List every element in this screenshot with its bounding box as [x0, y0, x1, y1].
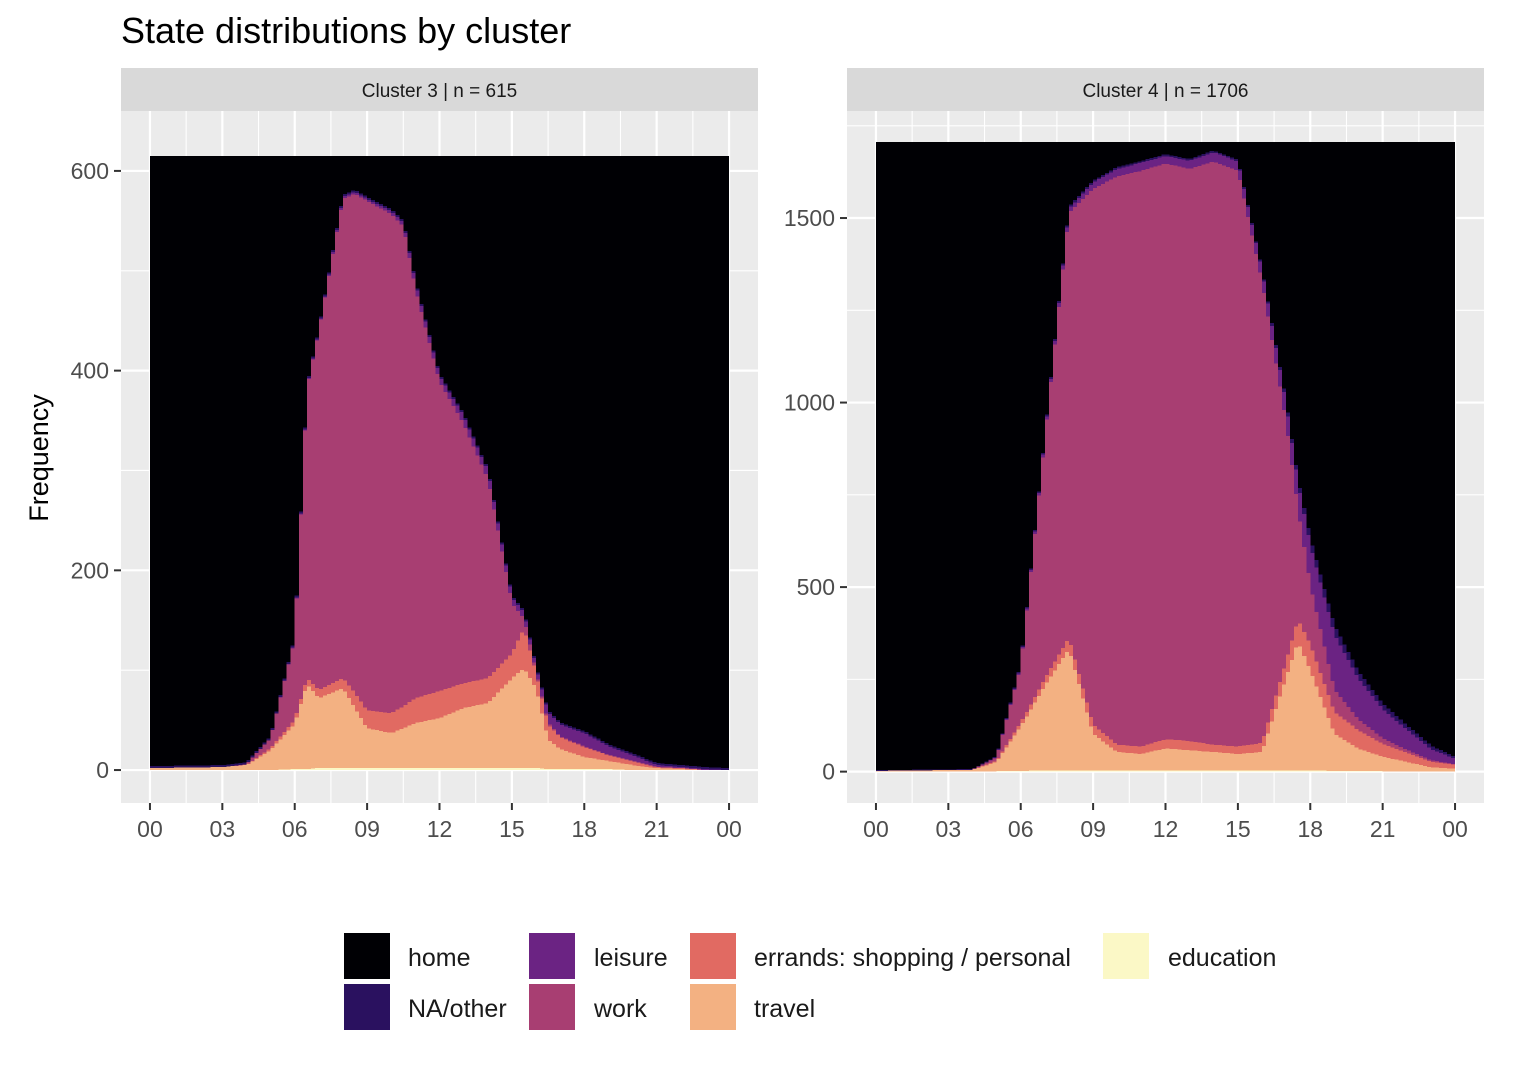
legend-label: home	[408, 944, 471, 972]
x-tick-label: 06	[1008, 816, 1034, 842]
y-tick-label: 1000	[784, 390, 835, 416]
legend-label: education	[1168, 944, 1276, 972]
x-tick-label: 12	[427, 816, 453, 842]
legend-item-work: work	[527, 982, 647, 1032]
area-home	[149, 155, 730, 768]
legend-swatch	[342, 931, 392, 981]
y-tick-label: 500	[797, 574, 835, 600]
area-work	[875, 162, 1456, 771]
x-tick-label: 09	[354, 816, 380, 842]
x-tick-label: 12	[1153, 816, 1179, 842]
chart-title: State distributions by cluster	[121, 10, 571, 51]
legend-label: work	[593, 995, 647, 1023]
facet-strip-label: Cluster 4 | n = 1706	[1082, 81, 1248, 102]
legend: home NA/other leisure work errands: shopping…	[342, 931, 1276, 1032]
x-tick-label: 15	[1225, 816, 1251, 842]
y-tick-label: 400	[71, 358, 109, 384]
panels-layer: Cluster 3 | n = 615 0 200 400 600 00 03 06 09 12 1…	[71, 68, 1484, 842]
legend-label: errands: shopping / personal	[754, 944, 1071, 972]
legend-item-leisure: leisure	[527, 931, 668, 981]
y-tick-label: 1500	[784, 205, 835, 231]
y-tick-label: 0	[96, 757, 109, 783]
y-axis-label: Frequency	[24, 394, 54, 522]
legend-swatch	[1101, 931, 1151, 981]
facet-strip-label: Cluster 3 | n = 615	[362, 81, 517, 102]
x-axis: 00 03 06 09 12 15 18 21 00	[137, 803, 742, 842]
x-tick-label: 00	[863, 816, 889, 842]
x-tick-label: 18	[1297, 816, 1323, 842]
legend-item-na-other: NA/other	[342, 982, 507, 1032]
panel-1: Cluster 3 | n = 615 0 200 400 600 00 03 06 09 12 1…	[71, 68, 758, 842]
area-errands-shopping-personal	[149, 632, 730, 771]
area-travel	[875, 646, 1456, 772]
legend-label: travel	[754, 995, 815, 1023]
legend-swatch	[688, 931, 738, 981]
legend-item-home: home	[342, 931, 471, 981]
area-education	[149, 768, 730, 771]
legend-swatch	[527, 982, 577, 1032]
x-tick-label: 15	[499, 816, 525, 842]
facet-strip	[121, 68, 758, 111]
legend-item-travel: travel	[688, 982, 815, 1032]
x-tick-label: 21	[1370, 816, 1396, 842]
area-travel	[149, 669, 730, 771]
area-work	[149, 194, 730, 771]
legend-item-errands-shopping-personal: errands: shopping / personal	[688, 931, 1071, 981]
x-tick-label: 03	[210, 816, 236, 842]
y-tick-label: 0	[822, 759, 835, 785]
x-tick-label: 00	[137, 816, 163, 842]
x-tick-label: 18	[571, 816, 597, 842]
area-errands-shopping-personal	[875, 623, 1456, 771]
legend-item-education: education	[1101, 931, 1276, 981]
legend-label: NA/other	[408, 995, 507, 1023]
x-tick-label: 03	[936, 816, 962, 842]
x-tick-label: 00	[1442, 816, 1468, 842]
x-tick-label: 00	[716, 816, 742, 842]
stacked-areas	[149, 155, 730, 771]
x-tick-label: 21	[644, 816, 670, 842]
y-tick-label: 200	[71, 557, 109, 583]
area-education	[875, 770, 1456, 772]
x-axis: 00 03 06 09 12 15 18 21 00	[863, 803, 1468, 842]
y-axis: 0 200 400 600	[71, 158, 121, 783]
legend-swatch	[688, 982, 738, 1032]
facet-strip	[847, 68, 1484, 111]
y-axis: 0 500 1000 1500	[784, 205, 847, 785]
legend-label: leisure	[594, 944, 668, 972]
legend-swatch	[527, 931, 577, 981]
area-home	[875, 142, 1456, 771]
x-tick-label: 09	[1080, 816, 1106, 842]
stacked-areas	[875, 142, 1456, 772]
x-tick-label: 06	[282, 816, 308, 842]
y-tick-label: 600	[71, 158, 109, 184]
legend-swatch	[342, 982, 392, 1032]
